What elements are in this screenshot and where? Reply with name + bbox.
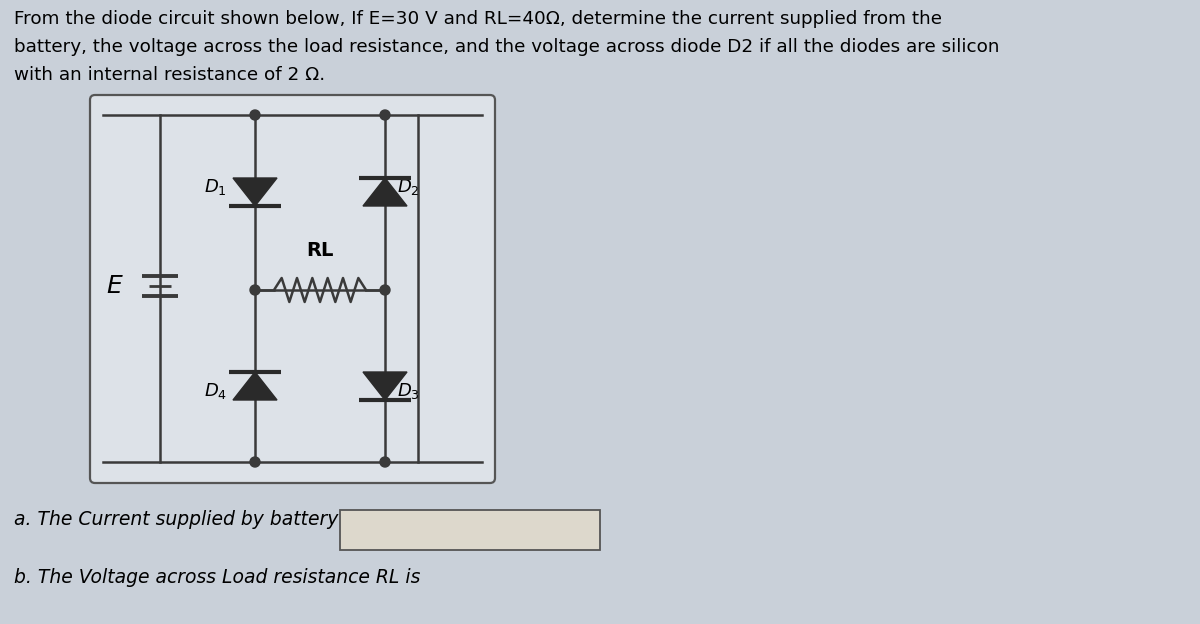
FancyBboxPatch shape — [340, 510, 600, 550]
Text: $D_3$: $D_3$ — [397, 381, 420, 401]
Circle shape — [250, 285, 260, 295]
Polygon shape — [364, 372, 407, 400]
Text: $D_2$: $D_2$ — [397, 177, 420, 197]
Circle shape — [380, 110, 390, 120]
FancyBboxPatch shape — [90, 95, 496, 483]
Circle shape — [380, 285, 390, 295]
Text: From the diode circuit shown below, If E=30 V and RL=40Ω, determine the current : From the diode circuit shown below, If E… — [14, 10, 942, 28]
Circle shape — [380, 457, 390, 467]
Text: with an internal resistance of 2 Ω.: with an internal resistance of 2 Ω. — [14, 66, 325, 84]
Text: a. The Current supplied by battery is: a. The Current supplied by battery is — [14, 510, 359, 529]
Text: $D_1$: $D_1$ — [204, 177, 227, 197]
Text: b. The Voltage across Load resistance RL is: b. The Voltage across Load resistance RL… — [14, 568, 420, 587]
Circle shape — [250, 110, 260, 120]
Polygon shape — [233, 178, 277, 206]
Polygon shape — [233, 372, 277, 400]
Text: $D_4$: $D_4$ — [204, 381, 227, 401]
Text: E: E — [107, 274, 122, 298]
Circle shape — [250, 457, 260, 467]
Polygon shape — [364, 178, 407, 206]
Text: battery, the voltage across the load resistance, and the voltage across diode D2: battery, the voltage across the load res… — [14, 38, 1000, 56]
Text: RL: RL — [306, 241, 334, 260]
